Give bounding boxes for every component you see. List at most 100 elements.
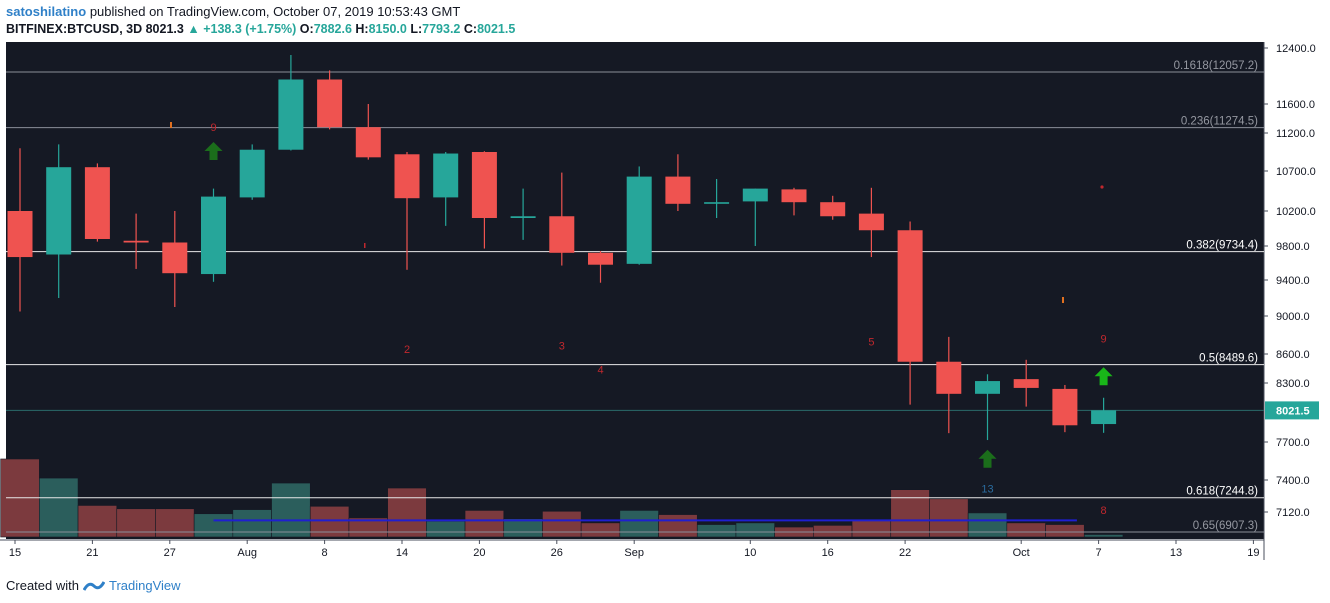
candle-body-down — [588, 252, 613, 265]
volume-bar — [193, 513, 234, 538]
volume-bar — [813, 525, 853, 538]
candle-body-up — [1091, 410, 1117, 425]
high-label: H: — [355, 22, 369, 36]
symbol-label: BITFINEX:BTCUSD, 3D — [6, 22, 143, 36]
volume-bar — [542, 510, 582, 538]
time-tick-label: 16 — [822, 547, 834, 559]
volume-bar — [1083, 534, 1124, 538]
volume-bar — [503, 518, 543, 538]
price-chart[interactable]: 0.1618(12057.2) 0.236(11274.5) 0.382(9734.… — [0, 40, 1330, 566]
time-tick-label: Oct — [1013, 547, 1030, 559]
time-tick-label: 21 — [86, 547, 98, 559]
candle-body-down — [936, 361, 962, 394]
price-tick-label: 8300.0 — [1276, 378, 1310, 390]
candle-body-up — [975, 381, 1000, 394]
price-tick-label: 10700.0 — [1276, 166, 1316, 178]
volume-bar — [890, 489, 930, 538]
volume-bar — [116, 508, 156, 538]
price-tick-label: 11600.0 — [1276, 99, 1315, 111]
volume-bar — [39, 477, 79, 538]
candle-body-down — [781, 189, 807, 203]
close-label: C: — [463, 22, 478, 36]
time-tick-label: 7 — [1096, 547, 1102, 559]
price-tick-label: 10200.0 — [1276, 206, 1316, 218]
fib-level-label: 0.65(6907.3) — [1193, 520, 1258, 532]
price-tick-label: 8600.0 — [1276, 349, 1310, 361]
candle-body-down — [897, 230, 923, 362]
symbol-header: BITFINEX:BTCUSD, 3D 8021.3 ▲ +138.3 (+1.… — [6, 22, 515, 36]
volume-bar — [851, 520, 892, 538]
time-tick-label: 8 — [322, 547, 328, 559]
time-tick-label: 26 — [551, 547, 563, 559]
time-tick-label: 10 — [744, 547, 756, 559]
fib-level-label: 0.618(7244.8) — [1186, 486, 1258, 498]
candle-body-down — [1013, 379, 1039, 388]
sequential-count-label: 13 — [981, 484, 993, 496]
arrow-up-icon — [1094, 367, 1113, 386]
candle-body-up — [742, 188, 768, 202]
time-tick-label: Aug — [237, 547, 257, 559]
volume-bar — [929, 498, 969, 538]
close-value: 8021.5 — [477, 22, 516, 36]
volume-bar — [464, 510, 505, 538]
sequential-count-label: 9 — [1101, 334, 1107, 346]
volume-bar — [155, 508, 195, 538]
tradingview-logo-icon — [82, 580, 105, 591]
sequential-count-label: 5 — [868, 336, 874, 348]
candle-body-down — [317, 79, 343, 128]
volume-bar — [580, 522, 621, 538]
exclamation-marker-icon — [170, 122, 172, 128]
tick-marker-icon — [364, 243, 366, 248]
fib-level-label: 0.5(8489.6) — [1199, 353, 1258, 365]
footer: Created with TradingView — [6, 578, 181, 593]
candle-body-up — [510, 216, 536, 218]
candle-body-down — [123, 240, 149, 243]
fib-level-label: 0.236(11274.5) — [1181, 116, 1258, 128]
fib-level-label: 0.382(9734.4) — [1186, 240, 1258, 252]
triangle-up-icon: ▲ — [187, 22, 200, 36]
open-label: O: — [299, 22, 314, 36]
open-value: 7882.6 — [313, 22, 352, 36]
candle-body-down — [820, 202, 846, 217]
volume-bar — [619, 510, 659, 538]
volume-bar — [696, 524, 737, 538]
volume-bar — [232, 509, 272, 538]
candle-body-down — [162, 242, 188, 274]
candle-body-up — [278, 79, 304, 150]
volume-bar — [658, 514, 698, 538]
candle-body-down — [394, 154, 420, 199]
current-price-badge — [1265, 401, 1319, 420]
plot-background — [6, 42, 1264, 539]
publish-header: satoshilatino published on TradingView.c… — [6, 4, 460, 19]
volume-bar — [967, 512, 1008, 538]
price-tick-label: 7700.0 — [1276, 437, 1310, 449]
candle-body-down — [858, 213, 884, 231]
time-tick-label: 22 — [899, 547, 911, 559]
time-tick-label: 20 — [473, 547, 485, 559]
candle-body-down — [84, 167, 110, 239]
time-tick-label: 27 — [164, 547, 176, 559]
volume-bar — [735, 522, 775, 538]
candle-body-up — [704, 202, 730, 204]
arrow-up-icon — [978, 449, 997, 468]
candle-body-down — [1052, 388, 1078, 426]
fib-level-label: 0.1618(12057.2) — [1174, 60, 1259, 72]
created-with-text: Created with — [6, 578, 79, 593]
price-tick-label: 9400.0 — [1276, 275, 1310, 287]
candle-body-down — [471, 152, 497, 218]
time-tick-label: 14 — [396, 547, 408, 559]
price-tick-label: 7120.0 — [1276, 507, 1310, 519]
time-tick-label: Sep — [624, 547, 644, 559]
time-tick-label: 19 — [1247, 547, 1259, 559]
tradingview-link[interactable]: TradingView — [108, 578, 181, 593]
author-link[interactable]: satoshilatino — [6, 4, 87, 19]
volume-bar — [271, 482, 311, 538]
high-value: 8150.0 — [368, 22, 407, 36]
candle-body-up — [201, 196, 226, 275]
arrow-up-icon — [204, 142, 223, 160]
candle-body-up — [239, 149, 265, 198]
dot-marker-icon — [1100, 185, 1104, 189]
volume-bar — [1006, 522, 1046, 538]
candle-body-down — [7, 211, 33, 258]
time-tick-label: 15 — [9, 547, 21, 559]
